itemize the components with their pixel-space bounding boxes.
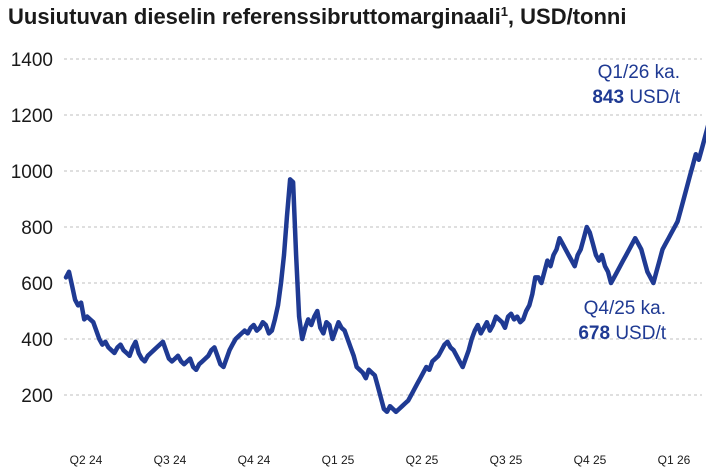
x-tick-label: Q4 24 xyxy=(238,453,271,467)
y-tick-label: 1000 xyxy=(11,162,53,183)
x-tick-label: Q4 25 xyxy=(574,453,607,467)
y-tick-label: 200 xyxy=(21,386,53,407)
chart-title: Uusiutuvan dieselin referenssibruttomarg… xyxy=(8,4,626,30)
grid xyxy=(64,58,702,396)
chart-title-unit: , USD/tonni xyxy=(507,4,627,29)
y-tick-label: 600 xyxy=(21,274,53,295)
annotation-q1-26-value: 843 xyxy=(592,87,625,108)
x-tick-label: Q1 26 xyxy=(658,453,691,467)
annotation-q4-25-value: 678 xyxy=(578,323,611,344)
series-line xyxy=(63,124,706,415)
y-tick-label: 800 xyxy=(21,218,53,239)
y-axis-ticks: 200 400 600 800 1000 1200 1400 xyxy=(11,50,53,407)
x-tick-label: Q3 24 xyxy=(154,453,187,467)
x-tick-label: Q1 25 xyxy=(322,453,355,467)
chart-title-footnote: 1 xyxy=(500,4,508,19)
annotation-q1-26-unit: USD/t xyxy=(624,87,680,108)
annotation-q4-25: Q4/25 ka. 678 USD/t xyxy=(578,296,666,346)
annotation-q4-25-unit: USD/t xyxy=(610,323,666,344)
x-tick-label: Q3 25 xyxy=(490,453,523,467)
y-tick-label: 400 xyxy=(21,330,53,351)
annotation-q4-25-label: Q4/25 ka. xyxy=(583,298,666,319)
x-tick-label: Q2 24 xyxy=(70,453,103,467)
x-axis-ticks: Q2 24 Q3 24 Q4 24 Q1 25 Q2 25 Q3 25 Q4 25 Q1 26 xyxy=(70,453,691,467)
chart-title-text: Uusiutuvan dieselin referenssibruttomarg… xyxy=(8,4,501,29)
annotation-q1-26: Q1/26 ka. 843 USD/t xyxy=(592,60,680,110)
annotation-q1-26-label: Q1/26 ka. xyxy=(597,62,680,83)
y-tick-label: 1200 xyxy=(11,106,53,127)
x-tick-label: Q2 25 xyxy=(406,453,439,467)
y-tick-label: 1400 xyxy=(11,50,53,71)
